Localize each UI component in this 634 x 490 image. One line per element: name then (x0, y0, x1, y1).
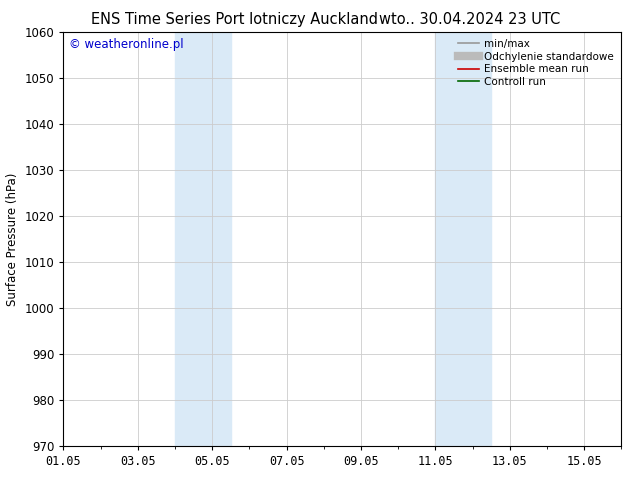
Y-axis label: Surface Pressure (hPa): Surface Pressure (hPa) (6, 172, 19, 306)
Bar (175, 32, 231, 446)
Text: ENS Time Series Port lotniczy Auckland: ENS Time Series Port lotniczy Auckland (91, 12, 378, 27)
Bar (436, 32, 491, 446)
Text: © weatheronline.pl: © weatheronline.pl (69, 38, 184, 51)
Legend: min/max, Odchylenie standardowe, Ensemble mean run, Controll run: min/max, Odchylenie standardowe, Ensembl… (454, 35, 618, 91)
Text: wto.. 30.04.2024 23 UTC: wto.. 30.04.2024 23 UTC (378, 12, 560, 27)
